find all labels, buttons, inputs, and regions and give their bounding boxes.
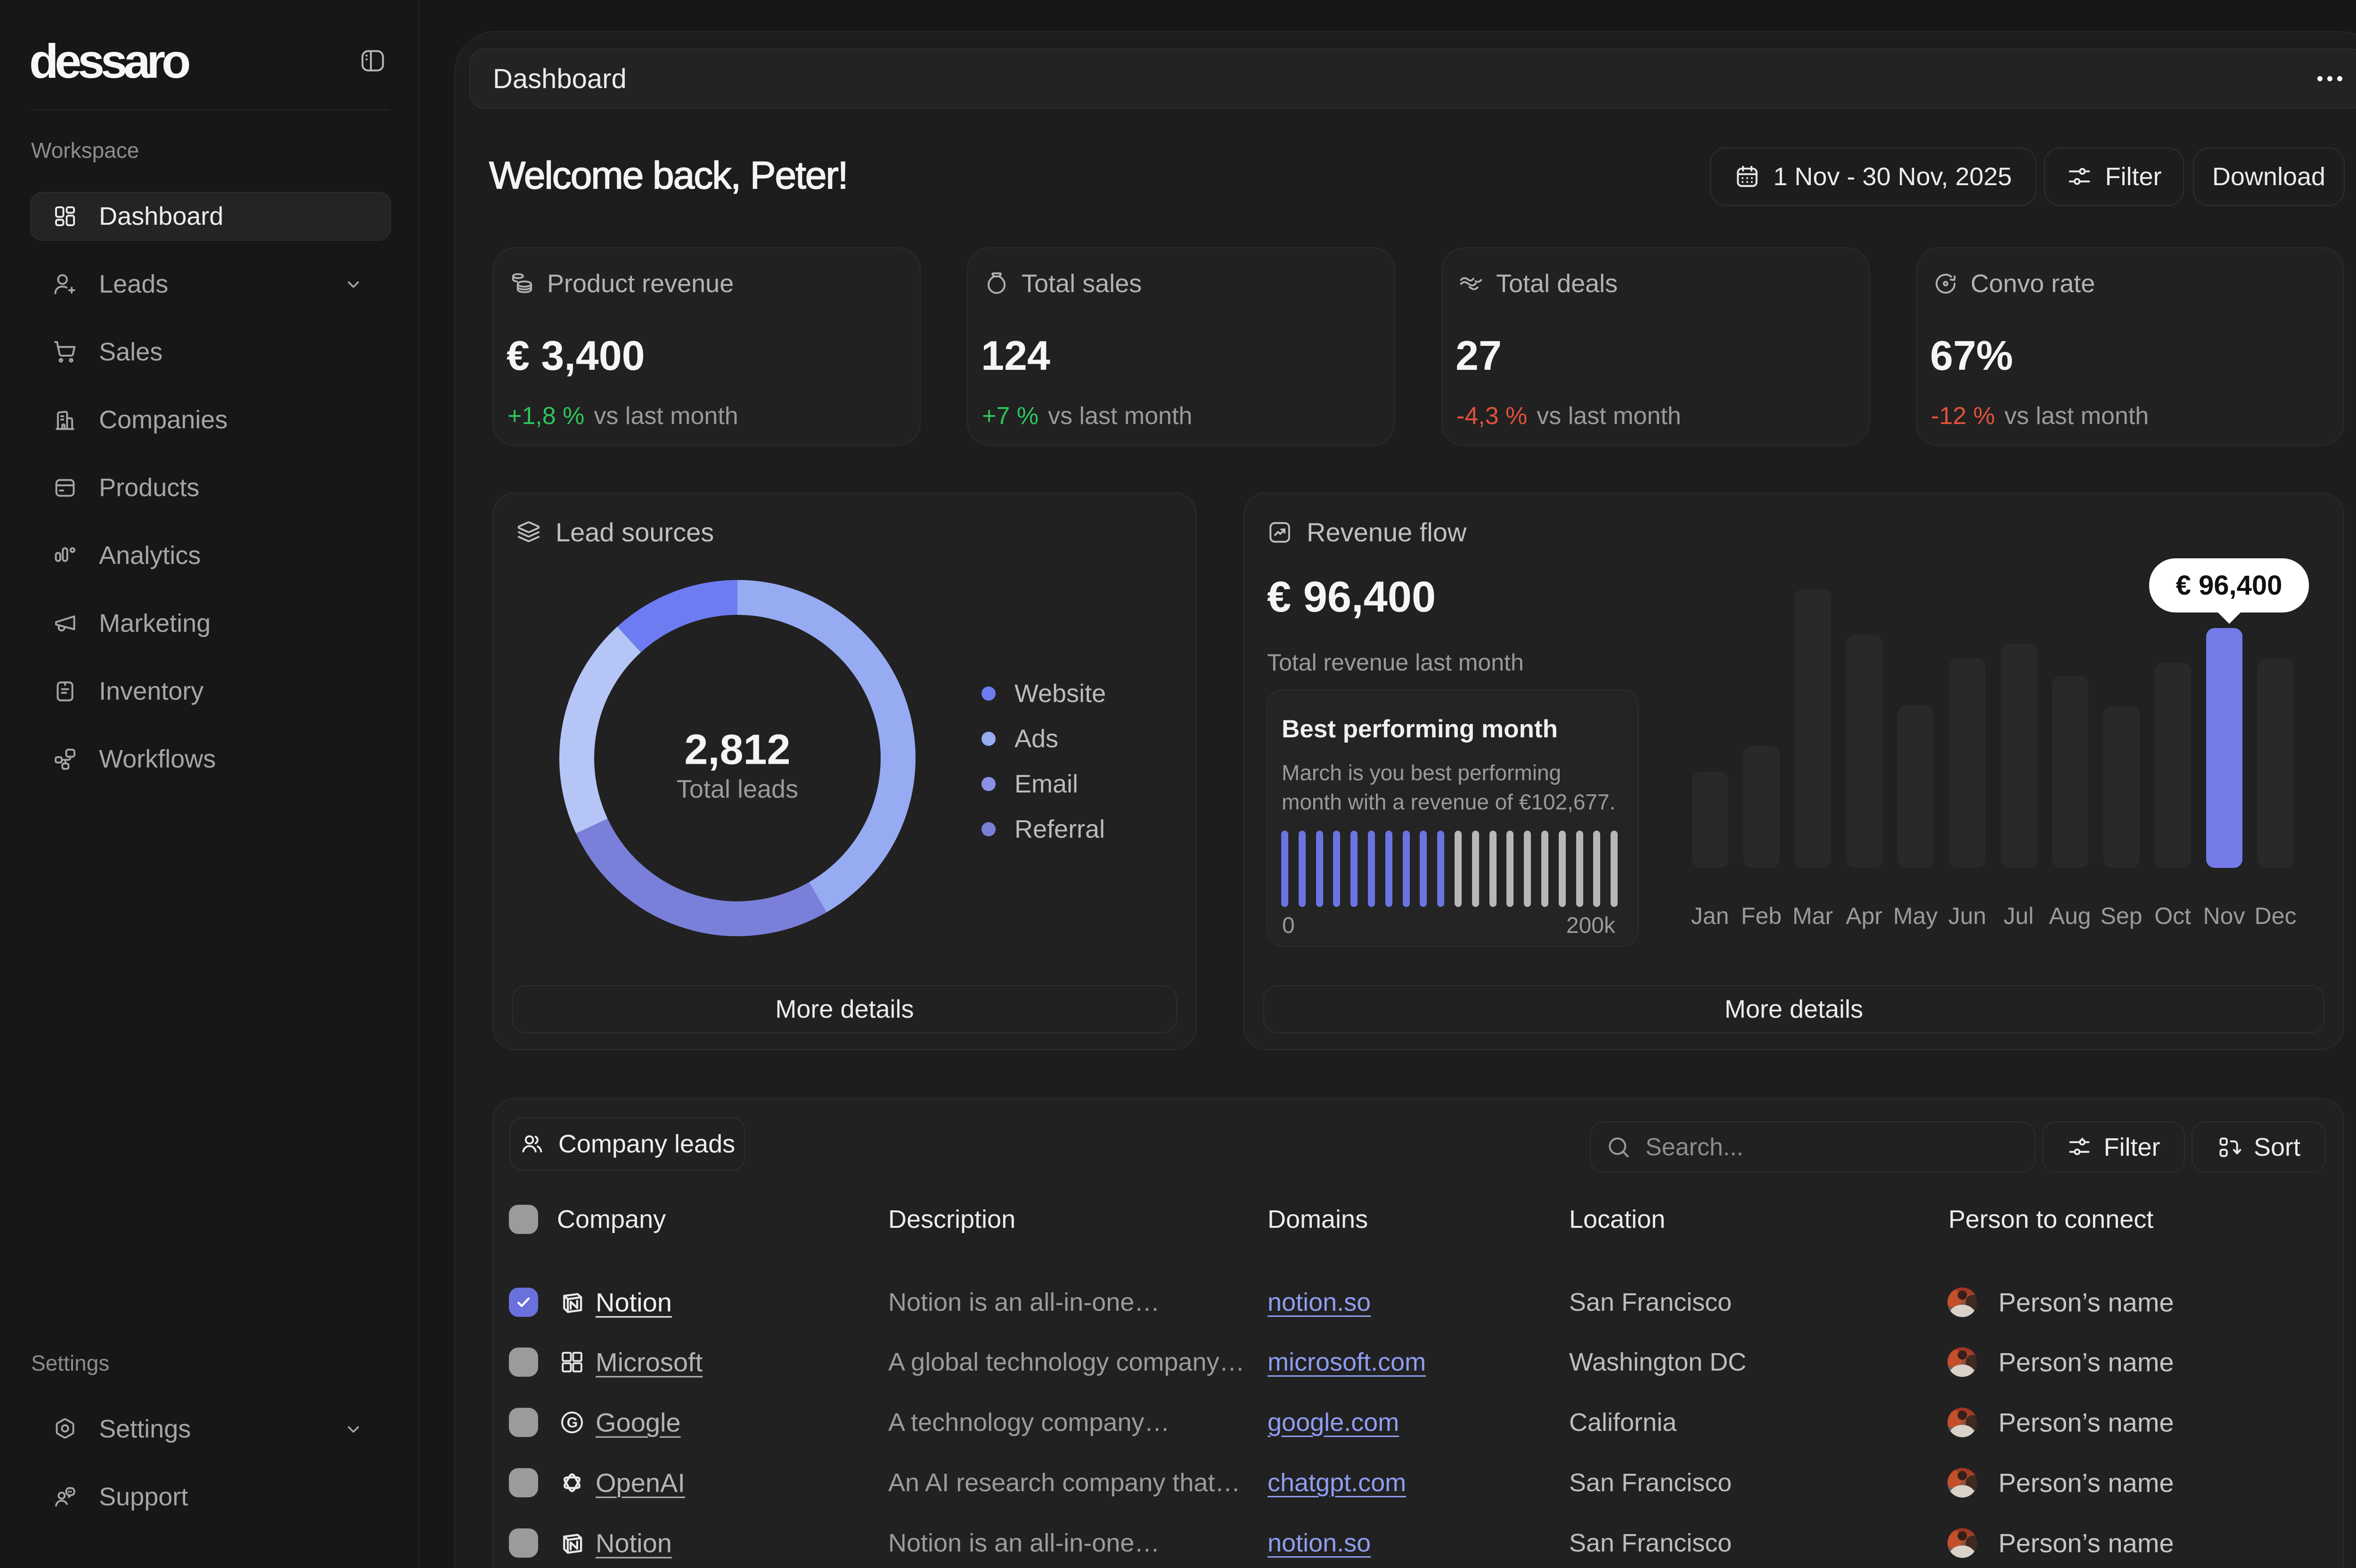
svg-text:G: G bbox=[567, 1415, 578, 1431]
